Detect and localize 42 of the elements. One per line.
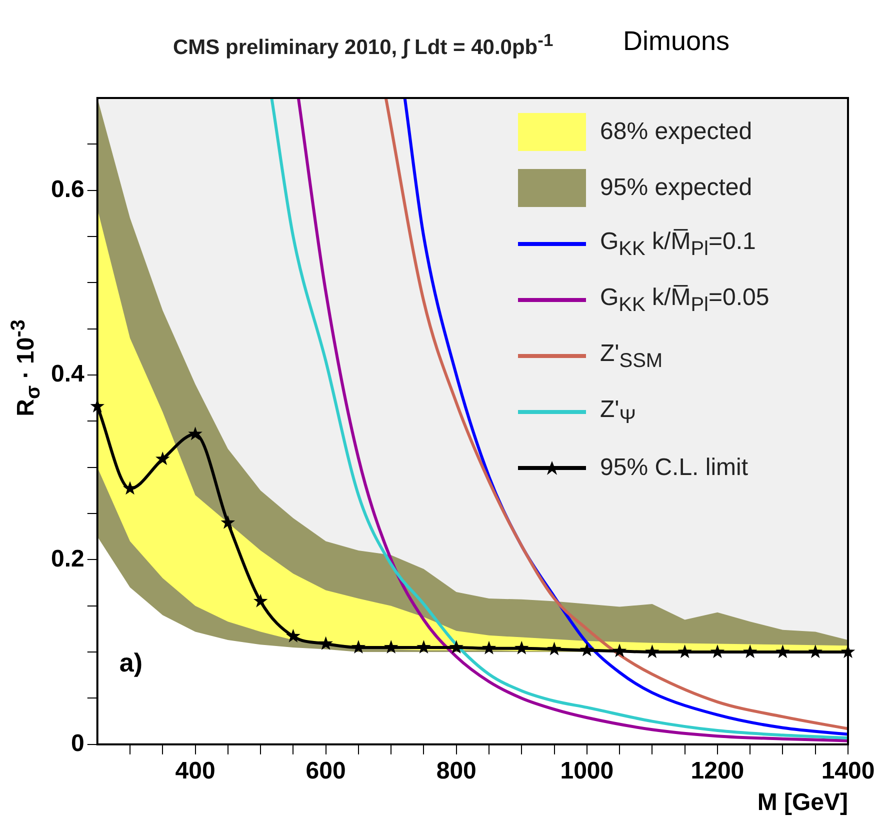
x-tick-label: 1400 (821, 757, 875, 784)
point (808, 644, 822, 658)
legend-label: Z'$_{SSM}$ (600, 340, 663, 372)
y-tick-label: 0.2 (50, 545, 84, 572)
point (514, 640, 529, 654)
point (416, 640, 431, 654)
point (286, 628, 300, 642)
point (351, 640, 366, 654)
legend-label: 95% C.L. limit (600, 454, 748, 482)
point (384, 640, 398, 654)
legend-label: G$_{KK}$ k/M̅$_{Pl}$=0.1 (600, 228, 756, 260)
chart-title: CMS preliminary 2010, ∫ Ldt = 40.0pb$^{-1}$ (173, 30, 554, 60)
point (188, 426, 202, 440)
y-tick-label: 0 (71, 730, 84, 758)
x-axis-title: M [GeV] (757, 789, 848, 816)
x-tick-label: 600 (306, 757, 346, 784)
point (547, 642, 562, 656)
point (220, 515, 236, 529)
x-tick-label: 1200 (690, 757, 744, 784)
point (645, 644, 660, 658)
legend-label: 95% expected (600, 174, 752, 202)
point (678, 644, 692, 658)
x-tick-label: 800 (436, 757, 476, 784)
y-tick-label: 0.4 (50, 360, 86, 388)
point (449, 640, 464, 654)
legend-label: 68% expected (600, 118, 752, 146)
point (710, 644, 725, 658)
point (742, 644, 758, 658)
point (612, 644, 627, 658)
annotation: a) (119, 648, 142, 678)
point (318, 636, 333, 650)
chart-subtitle: Dimuons (623, 26, 730, 57)
point (253, 594, 268, 608)
x-tick-label: 400 (175, 757, 216, 784)
point (580, 642, 594, 656)
legend-label: G$_{KK}$ k/M̅$_{Pl}$=0.05 (600, 284, 770, 316)
x-tick-label: 1000 (560, 757, 614, 784)
legend-label: Z'$_{Ψ}$ (600, 396, 636, 428)
point (156, 452, 170, 466)
point (482, 640, 496, 654)
y-tick-label: 0.6 (50, 176, 84, 203)
point (776, 644, 790, 658)
